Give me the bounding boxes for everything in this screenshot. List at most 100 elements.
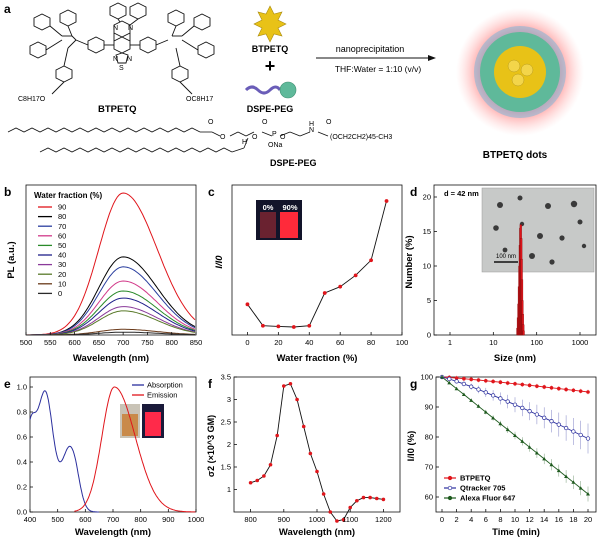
- dspe-o2: O: [220, 134, 226, 141]
- panel-g-xlabel: Time (min): [492, 527, 540, 538]
- emission-curve: [74, 386, 196, 513]
- tpa-point-1040: [328, 510, 333, 514]
- panel-c-plot: [245, 199, 389, 329]
- tick-label-b-750: 750: [141, 338, 154, 347]
- tick-label-g-x-14: 14: [540, 515, 548, 524]
- tick-label-f-y-2.5: 2.5: [221, 418, 231, 427]
- btpetq-cluster-icon: [253, 5, 287, 43]
- tpa-point-940: [295, 397, 299, 402]
- legend-marker-g-1: [447, 485, 453, 491]
- tick-label-f-x-1000: 1000: [309, 515, 326, 524]
- tick-label-e-y-0.8: 0.8: [17, 408, 27, 417]
- tick-label-d-x-1000: 1000: [572, 338, 589, 347]
- pl-curve-20: [26, 310, 196, 336]
- panel-c-frame: [231, 184, 403, 336]
- point-2-1: [447, 380, 452, 385]
- intensity-point-60: [338, 284, 343, 289]
- tick-label-e-y-0.6: 0.6: [17, 433, 27, 442]
- intensity-point-20: [276, 324, 281, 329]
- point-2-18: [571, 480, 576, 484]
- point-1-11: [520, 405, 525, 411]
- panel-f: f 800 900 1000 1100 1200 1 1.5 2 2.5 3 3.5 Wavelen…: [206, 373, 401, 538]
- tick-label-f-x-900: 900: [278, 515, 291, 524]
- point-1-8: [498, 396, 503, 401]
- intensity-point-10: [261, 323, 265, 328]
- point-0-5: [476, 378, 481, 382]
- panel-f-xlabel: Wavelength (nm): [279, 527, 355, 538]
- pl-curve-0: [26, 331, 195, 336]
- tick-label-c-60: 60: [336, 338, 344, 347]
- tick-label-b-550: 550: [44, 338, 57, 347]
- point-0-20: [586, 390, 590, 394]
- legend-label-b-20: 20: [58, 270, 66, 279]
- dspe-ona: ONa: [268, 142, 283, 149]
- point-2-0: [440, 375, 444, 379]
- point-0-11: [520, 382, 525, 387]
- tick-label-e-x-900: 900: [162, 515, 175, 524]
- point-0-3: [462, 376, 466, 381]
- panel-d: d 100 nm d = 42 nm 1 10 100 1000 0 5 10 15 20 Si…: [404, 184, 597, 364]
- tick-label-g-x-16: 16: [555, 515, 563, 524]
- tick-label-g-x-2: 2: [455, 515, 459, 524]
- tpa-point-880: [275, 433, 279, 438]
- sub-right: OC8H17: [186, 96, 213, 103]
- tick-label-e-x-500: 500: [51, 515, 64, 524]
- panel-f-plot: [248, 381, 386, 523]
- pl-curve-90: [25, 192, 196, 336]
- point-0-19: [578, 389, 583, 393]
- tpa-point-960: [301, 424, 306, 429]
- absorption-curve: [29, 390, 99, 513]
- tick-label-g-y-100: 100: [420, 373, 433, 382]
- tick-label-b-700: 700: [117, 338, 130, 347]
- tick-label-g-x-20: 20: [584, 515, 592, 524]
- point-2-2: [454, 386, 459, 391]
- tick-label-e-x-1000: 1000: [188, 515, 205, 524]
- point-2-6: [483, 410, 488, 414]
- legend-label-g-2: Alexa Fluor 647: [460, 494, 515, 503]
- btpetq-label: BTPETQ: [98, 104, 137, 115]
- tick-label-c-100: 100: [396, 338, 409, 347]
- dspe-o5: O: [280, 134, 286, 141]
- point-0-12: [527, 383, 532, 388]
- point-1-15: [549, 419, 554, 424]
- panel-d-xlabel: Size (nm): [494, 353, 536, 364]
- panel-g-frame: [435, 376, 597, 513]
- dspe-p: P: [272, 131, 277, 138]
- atom-n3: N: [113, 56, 118, 63]
- intensity-point-0: [245, 302, 250, 307]
- tick-label-g-x-10: 10: [511, 515, 519, 524]
- panel-d-ticks: 1 10 100 1000 0 5 10 15 20: [423, 193, 589, 348]
- point-1-20: [585, 436, 591, 441]
- dspe-peg-icon: [244, 81, 297, 99]
- inset-label-90: 90%: [282, 203, 297, 212]
- intensity-point-80: [369, 258, 373, 263]
- dspe-o4: O: [262, 119, 268, 126]
- panel-g-letter: g: [410, 377, 417, 391]
- point-1-13: [534, 412, 540, 417]
- tick-label-f-x-800: 800: [244, 515, 257, 524]
- panel-e-letter: e: [4, 377, 11, 391]
- panel-a: a: [4, 2, 584, 168]
- legend-label-b-80: 80: [58, 212, 66, 221]
- panel-g-ticks: 0 2 4 6 8 10 12 14 16 18 20 60 70 80 90 100: [420, 373, 592, 525]
- legend-label-b-90: 90: [58, 203, 66, 212]
- tick-label-d-y-5: 5: [427, 296, 431, 305]
- point-1-3: [461, 381, 467, 387]
- point-1-18: [571, 429, 576, 434]
- tick-label-g-y-70: 70: [425, 463, 433, 472]
- arrow-head: [428, 55, 436, 61]
- pl-curve-70: [26, 266, 196, 336]
- panel-f-frame: [233, 376, 401, 513]
- panel-c: c 0% 90% 0 20 40 60 80 100 Water fraction (%)…: [208, 184, 409, 364]
- tick-label-d-x-1: 1: [448, 338, 452, 347]
- point-0-16: [557, 386, 561, 391]
- tick-label-d-x-10: 10: [489, 338, 497, 347]
- point-2-14: [542, 456, 547, 461]
- point-0-17: [564, 387, 568, 392]
- point-1-14: [542, 415, 547, 420]
- point-1-2: [454, 379, 459, 384]
- point-1-17: [563, 425, 569, 431]
- point-1-5: [476, 387, 481, 392]
